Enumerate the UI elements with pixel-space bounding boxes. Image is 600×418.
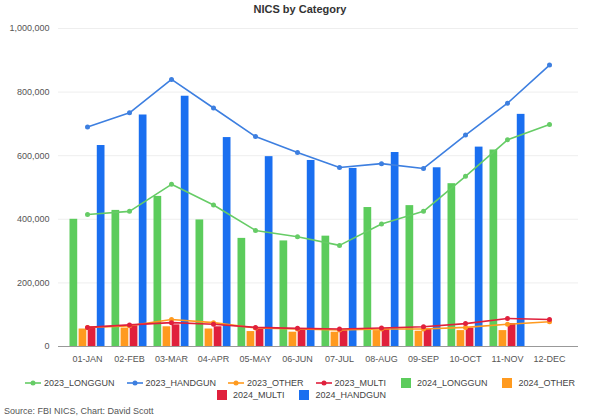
svg-text:1,000,000: 1,000,000: [9, 23, 49, 33]
svg-text:600,000: 600,000: [17, 151, 50, 161]
svg-text:08-AUG: 08-AUG: [365, 354, 398, 364]
html-text:2023_HANDGUN: 2023_HANDGUN: [145, 378, 216, 388]
svg-text:04-APR: 04-APR: [198, 354, 230, 364]
svg-text:200,000: 200,000: [17, 278, 50, 288]
svg-text:06-JUN: 06-JUN: [282, 354, 313, 364]
html-text:2023_LONGGUN: 2023_LONGGUN: [44, 378, 115, 388]
html-text:2024_OTHER: 2024_OTHER: [518, 378, 575, 388]
html-text:2023_OTHER: 2023_OTHER: [247, 378, 304, 388]
html-text:2024_HANDGUN: 2024_HANDGUN: [315, 390, 386, 400]
svg-text:01-JAN: 01-JAN: [72, 354, 102, 364]
svg-text:12-DEC: 12-DEC: [533, 354, 566, 364]
html-text:2024_LONGGUN: 2024_LONGGUN: [416, 378, 488, 388]
svg-text:10-OCT: 10-OCT: [449, 354, 482, 364]
svg-text:400,000: 400,000: [17, 214, 50, 224]
svg-text:03-MAR: 03-MAR: [155, 354, 189, 364]
html-text:2024_MULTI: 2024_MULTI: [233, 390, 285, 400]
svg-text:02-FEB: 02-FEB: [114, 354, 145, 364]
svg-text:07-JUL: 07-JUL: [325, 354, 354, 364]
svg-text:09-SEP: 09-SEP: [408, 354, 439, 364]
svg-text:800,000: 800,000: [17, 87, 50, 97]
svg-text:0: 0: [44, 341, 49, 351]
svg-text:11-NOV: 11-NOV: [492, 354, 524, 364]
svg-text:05-MAY: 05-MAY: [240, 354, 272, 364]
html-text:Source: FBI NICS, Chart: David: Source: FBI NICS, Chart: David Scott: [4, 406, 154, 416]
html-text:NICS by Category: NICS by Category: [253, 3, 347, 15]
html-text:2023_MULTI: 2023_MULTI: [334, 378, 386, 388]
